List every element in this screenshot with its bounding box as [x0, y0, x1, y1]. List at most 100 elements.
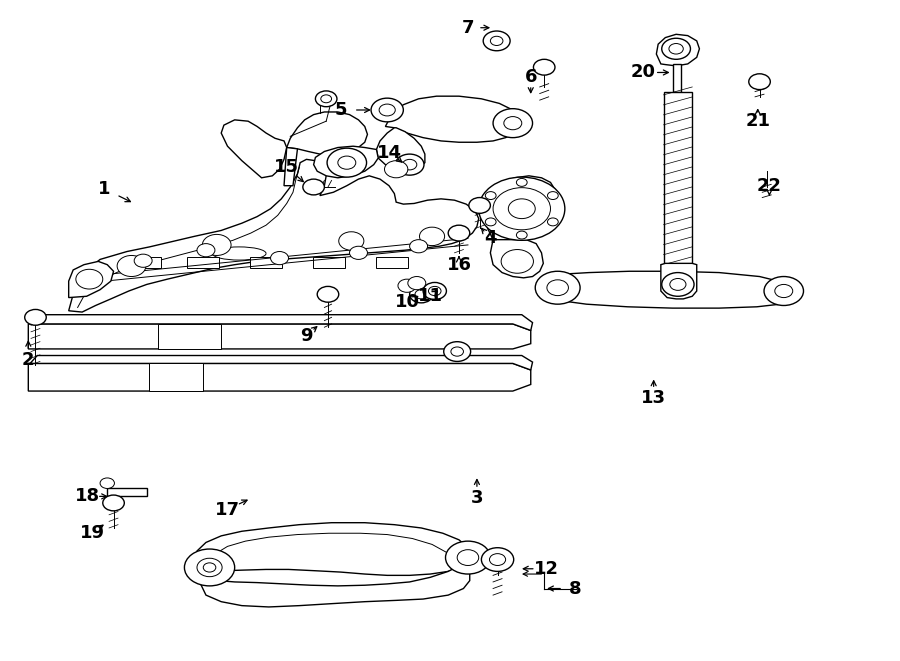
- Polygon shape: [194, 523, 470, 575]
- Text: 9: 9: [301, 327, 312, 345]
- Polygon shape: [313, 146, 378, 178]
- Circle shape: [485, 192, 496, 200]
- Circle shape: [408, 276, 426, 290]
- Circle shape: [504, 116, 522, 130]
- Polygon shape: [385, 96, 520, 142]
- Circle shape: [271, 252, 289, 264]
- Circle shape: [764, 276, 804, 305]
- Polygon shape: [68, 159, 479, 312]
- Circle shape: [517, 178, 527, 186]
- Circle shape: [76, 269, 103, 289]
- Polygon shape: [661, 263, 697, 299]
- Circle shape: [317, 286, 338, 302]
- Circle shape: [197, 559, 222, 576]
- Polygon shape: [375, 256, 408, 268]
- Text: 11: 11: [418, 287, 443, 305]
- Circle shape: [24, 309, 46, 325]
- Polygon shape: [376, 128, 425, 171]
- Polygon shape: [30, 356, 533, 370]
- Circle shape: [338, 232, 364, 251]
- Text: 18: 18: [75, 487, 100, 506]
- Polygon shape: [201, 563, 470, 607]
- Text: 13: 13: [641, 389, 666, 407]
- Circle shape: [100, 478, 114, 488]
- Circle shape: [423, 282, 446, 299]
- Circle shape: [547, 192, 558, 200]
- Circle shape: [501, 250, 534, 273]
- Circle shape: [749, 74, 770, 90]
- Circle shape: [536, 271, 580, 304]
- Circle shape: [384, 161, 408, 178]
- Polygon shape: [107, 488, 147, 496]
- Circle shape: [485, 218, 496, 226]
- Text: 1: 1: [98, 180, 111, 198]
- Circle shape: [419, 227, 445, 246]
- Circle shape: [303, 179, 324, 195]
- Circle shape: [662, 38, 690, 59]
- Circle shape: [134, 254, 152, 267]
- Circle shape: [457, 550, 479, 565]
- Circle shape: [315, 91, 337, 106]
- Polygon shape: [68, 261, 113, 297]
- Circle shape: [444, 342, 471, 362]
- Text: 16: 16: [446, 256, 472, 274]
- Polygon shape: [551, 271, 793, 308]
- Circle shape: [446, 541, 491, 574]
- Polygon shape: [149, 364, 203, 391]
- Circle shape: [448, 225, 470, 241]
- Circle shape: [479, 177, 565, 241]
- Polygon shape: [672, 64, 680, 93]
- Circle shape: [547, 280, 569, 295]
- Text: 21: 21: [745, 112, 770, 130]
- Circle shape: [547, 218, 558, 226]
- Text: 4: 4: [484, 229, 497, 247]
- Text: 10: 10: [395, 293, 420, 311]
- Polygon shape: [187, 256, 220, 268]
- Text: 7: 7: [462, 19, 474, 37]
- Circle shape: [202, 235, 231, 255]
- Circle shape: [117, 255, 146, 276]
- Circle shape: [197, 244, 215, 256]
- Circle shape: [349, 247, 367, 259]
- Text: 8: 8: [570, 580, 582, 598]
- Circle shape: [469, 198, 491, 214]
- Circle shape: [493, 188, 551, 230]
- Polygon shape: [656, 34, 699, 66]
- Circle shape: [398, 279, 416, 292]
- Circle shape: [662, 272, 694, 296]
- Text: 3: 3: [471, 489, 483, 508]
- Circle shape: [371, 98, 403, 122]
- Text: 5: 5: [334, 101, 346, 119]
- Text: 17: 17: [215, 500, 240, 518]
- Polygon shape: [129, 256, 161, 268]
- Polygon shape: [663, 93, 692, 266]
- Polygon shape: [28, 364, 531, 391]
- Polygon shape: [250, 256, 283, 268]
- Circle shape: [482, 548, 514, 571]
- Circle shape: [327, 148, 366, 177]
- Polygon shape: [221, 120, 287, 178]
- Circle shape: [184, 549, 235, 586]
- Text: 14: 14: [377, 144, 402, 162]
- Polygon shape: [491, 240, 544, 278]
- Polygon shape: [30, 315, 533, 330]
- Circle shape: [410, 286, 433, 303]
- Polygon shape: [284, 147, 298, 186]
- Polygon shape: [28, 324, 531, 349]
- Polygon shape: [312, 256, 345, 268]
- Text: 15: 15: [274, 158, 299, 176]
- Circle shape: [410, 240, 427, 253]
- Circle shape: [338, 156, 356, 169]
- Polygon shape: [158, 324, 221, 349]
- Circle shape: [483, 31, 510, 51]
- Circle shape: [517, 231, 527, 239]
- Text: 22: 22: [757, 176, 782, 195]
- Circle shape: [493, 108, 533, 137]
- Circle shape: [534, 59, 555, 75]
- Text: 20: 20: [630, 63, 655, 81]
- Polygon shape: [486, 176, 558, 241]
- Polygon shape: [287, 112, 367, 155]
- Circle shape: [395, 154, 424, 175]
- Text: 19: 19: [80, 524, 105, 541]
- Circle shape: [775, 284, 793, 297]
